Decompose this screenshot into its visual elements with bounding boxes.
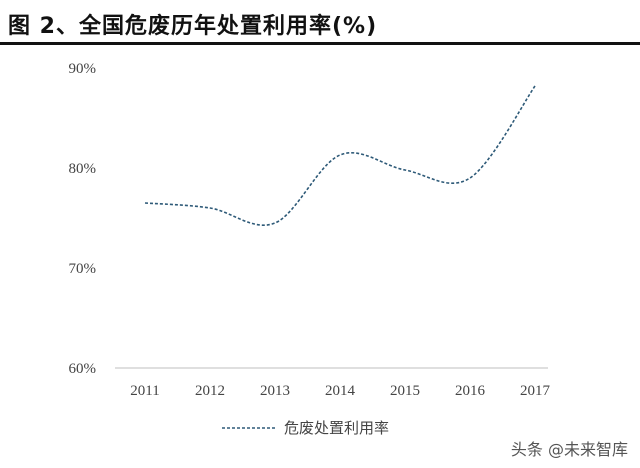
- y-tick-labels: 60% 70% 80% 90%: [69, 61, 97, 377]
- x-tick-label: 2015: [390, 383, 420, 399]
- legend: 危废处置利用率: [222, 419, 389, 437]
- y-tick-label: 90%: [69, 61, 97, 77]
- x-tick-label: 2011: [130, 383, 159, 399]
- x-tick-labels: 2011 2012 2013 2014 2015 2016 2017: [130, 383, 550, 399]
- y-tick-label: 70%: [69, 261, 97, 277]
- y-tick-label: 80%: [69, 161, 97, 177]
- x-tick-label: 2016: [455, 383, 486, 399]
- x-tick-label: 2012: [195, 383, 225, 399]
- chart-title: 图 2、全国危废历年处置利用率(%): [8, 14, 378, 39]
- legend-label: 危废处置利用率: [284, 419, 389, 437]
- x-tick-label: 2017: [520, 383, 551, 399]
- title-underline: [0, 42, 640, 45]
- watermark-text: 头条 @未来智库: [510, 436, 628, 460]
- x-tick-label: 2014: [325, 383, 356, 399]
- series-line: [144, 85, 536, 226]
- y-tick-label: 60%: [69, 361, 97, 377]
- x-tick-label: 2013: [260, 383, 290, 399]
